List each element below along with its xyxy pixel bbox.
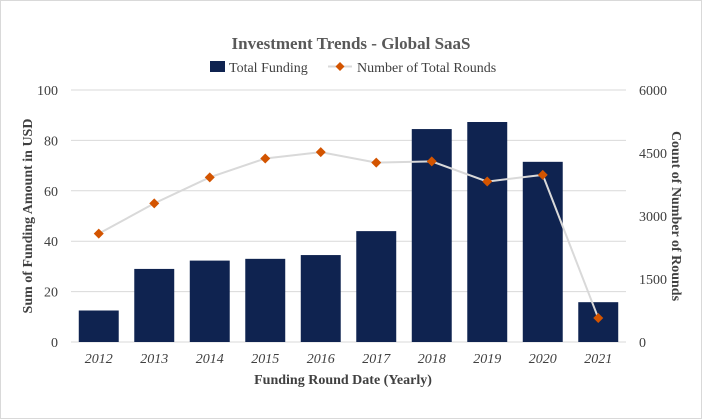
rounds-point (204, 172, 215, 183)
bar (300, 255, 341, 342)
y2-tick-label: 1500 (639, 273, 667, 288)
bar (189, 260, 230, 342)
line-series (93, 147, 604, 324)
bar (134, 268, 175, 342)
x-tick-label: 2013 (140, 352, 168, 367)
y-tick-label: 0 (51, 336, 58, 351)
bar (78, 310, 119, 342)
chart-title: Investment Trends - Global SaaS (232, 34, 471, 53)
right-axis-ticks: 0 1500 3000 4500 6000 (639, 84, 667, 351)
y2-tick-label: 4500 (639, 147, 667, 162)
rounds-point (537, 169, 548, 180)
y2-tick-label: 0 (639, 336, 646, 351)
y2-axis-label: Count of Number of Rounds (668, 131, 683, 302)
y-tick-label: 40 (44, 235, 58, 250)
rounds-point (482, 176, 493, 187)
legend-swatch-total-funding (210, 61, 225, 72)
rounds-point (593, 313, 604, 324)
rounds-point (426, 156, 437, 167)
rounds-line (98, 151, 600, 319)
legend: Total Funding Number of Total Rounds (210, 61, 496, 76)
x-tick-label: 2019 (473, 352, 501, 367)
bar (467, 122, 508, 342)
y-tick-label: 60 (44, 185, 58, 200)
legend-marker-rounds (335, 62, 345, 71)
x-tick-label: 2018 (418, 352, 446, 367)
rounds-point (149, 198, 160, 209)
x-tick-label: 2020 (529, 352, 557, 367)
x-tick-label: 2021 (584, 352, 612, 367)
bar (245, 258, 286, 342)
y2-tick-label: 6000 (639, 84, 667, 99)
x-axis-ticks: 2012 2013 2014 2015 2016 2017 2018 2019 2020 2021 (85, 352, 613, 367)
rounds-point (93, 228, 104, 239)
x-tick-label: 2017 (362, 352, 391, 367)
y-tick-label: 80 (44, 134, 58, 149)
y-tick-label: 100 (37, 84, 58, 99)
rounds-point (260, 153, 271, 164)
x-tick-label: 2012 (85, 352, 113, 367)
x-tick-label: 2016 (307, 352, 335, 367)
left-axis-ticks: 0 20 40 60 80 100 (37, 84, 58, 351)
bar (356, 231, 397, 342)
x-axis-label: Funding Round Date (Yearly) (254, 373, 432, 388)
y-tick-label: 20 (44, 286, 58, 301)
y2-tick-label: 3000 (639, 210, 667, 225)
x-tick-label: 2014 (196, 352, 224, 367)
legend-label-total-funding: Total Funding (229, 61, 308, 76)
rounds-point (371, 157, 382, 168)
legend-label-rounds: Number of Total Rounds (357, 61, 496, 76)
y-axis-label: Sum of Funding Amount in USD (21, 119, 36, 314)
bar (522, 161, 563, 342)
bar-series (78, 122, 619, 342)
rounds-point (315, 147, 326, 158)
x-tick-label: 2015 (251, 352, 279, 367)
